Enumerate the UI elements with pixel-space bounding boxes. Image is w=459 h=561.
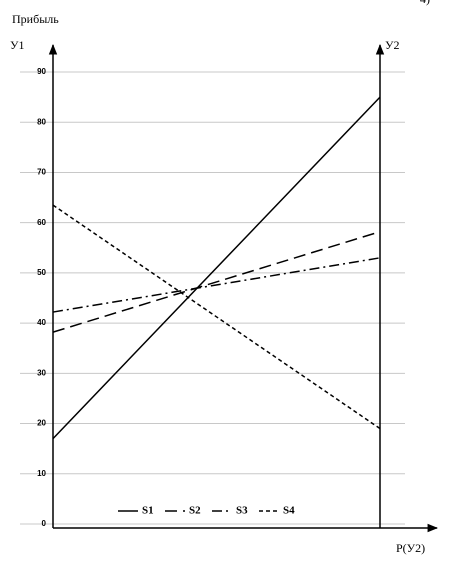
y-tick-label: 40	[37, 318, 46, 327]
y-tick-label: 60	[37, 218, 46, 227]
plot	[52, 96, 381, 440]
series-line	[52, 257, 381, 313]
y-tick-label: 50	[37, 268, 46, 277]
chart-title: Прибыль	[12, 12, 59, 26]
note: 4)	[420, 0, 430, 6]
legend-label: S1	[142, 505, 154, 517]
series-line	[52, 204, 381, 430]
y-tick-label: 10	[37, 469, 46, 478]
y-axis-label: У1	[10, 38, 25, 52]
y2-axis-label: У2	[385, 38, 400, 52]
y-tick-label: 80	[37, 117, 46, 126]
legend-label: S3	[236, 505, 248, 517]
series-line	[52, 96, 381, 440]
x-axis-label: P(У2)	[396, 541, 425, 555]
series-line	[52, 230, 381, 333]
y-tick-label: 0	[42, 519, 47, 528]
y-tick-label: 70	[37, 168, 46, 177]
legend: S1 S2 S3 S4	[118, 505, 295, 517]
grid: 0 10 20 30 40 50 60 70 80 90	[20, 67, 405, 528]
y-tick-label: 20	[37, 419, 46, 428]
legend-label: S4	[283, 505, 295, 517]
y-tick-label: 90	[37, 67, 46, 76]
y-tick-label: 30	[37, 368, 46, 377]
legend-label: S2	[189, 505, 201, 517]
